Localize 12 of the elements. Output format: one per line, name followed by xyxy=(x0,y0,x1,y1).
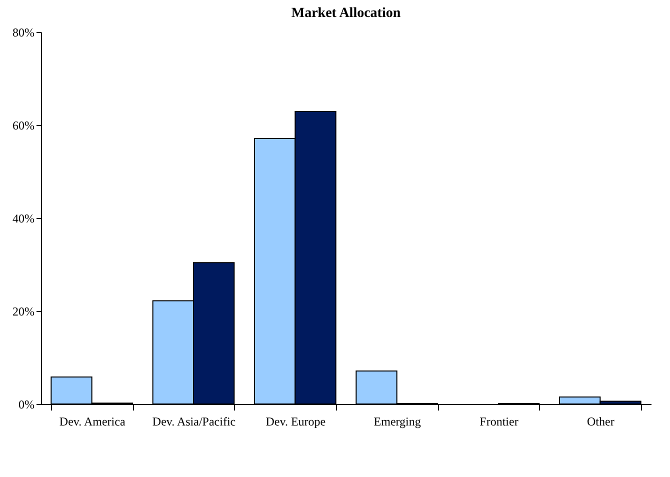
x-tick-label: Other xyxy=(587,414,614,428)
y-tick-label: 60% xyxy=(12,118,34,132)
chart-title: Market Allocation xyxy=(291,6,401,21)
y-tick-label: 40% xyxy=(12,212,34,226)
x-tick-label: Dev. America xyxy=(59,414,126,428)
y-tick-label: 20% xyxy=(12,304,34,318)
x-tick-label: Emerging xyxy=(374,414,421,428)
x-tick-label: Dev. Asia/Pacific xyxy=(152,414,236,428)
y-tick-label: 80% xyxy=(12,26,34,40)
y-tick-label: 0% xyxy=(18,398,34,412)
x-tick-label: Dev. Europe xyxy=(266,414,326,428)
x-tick-label: Frontier xyxy=(480,414,518,428)
